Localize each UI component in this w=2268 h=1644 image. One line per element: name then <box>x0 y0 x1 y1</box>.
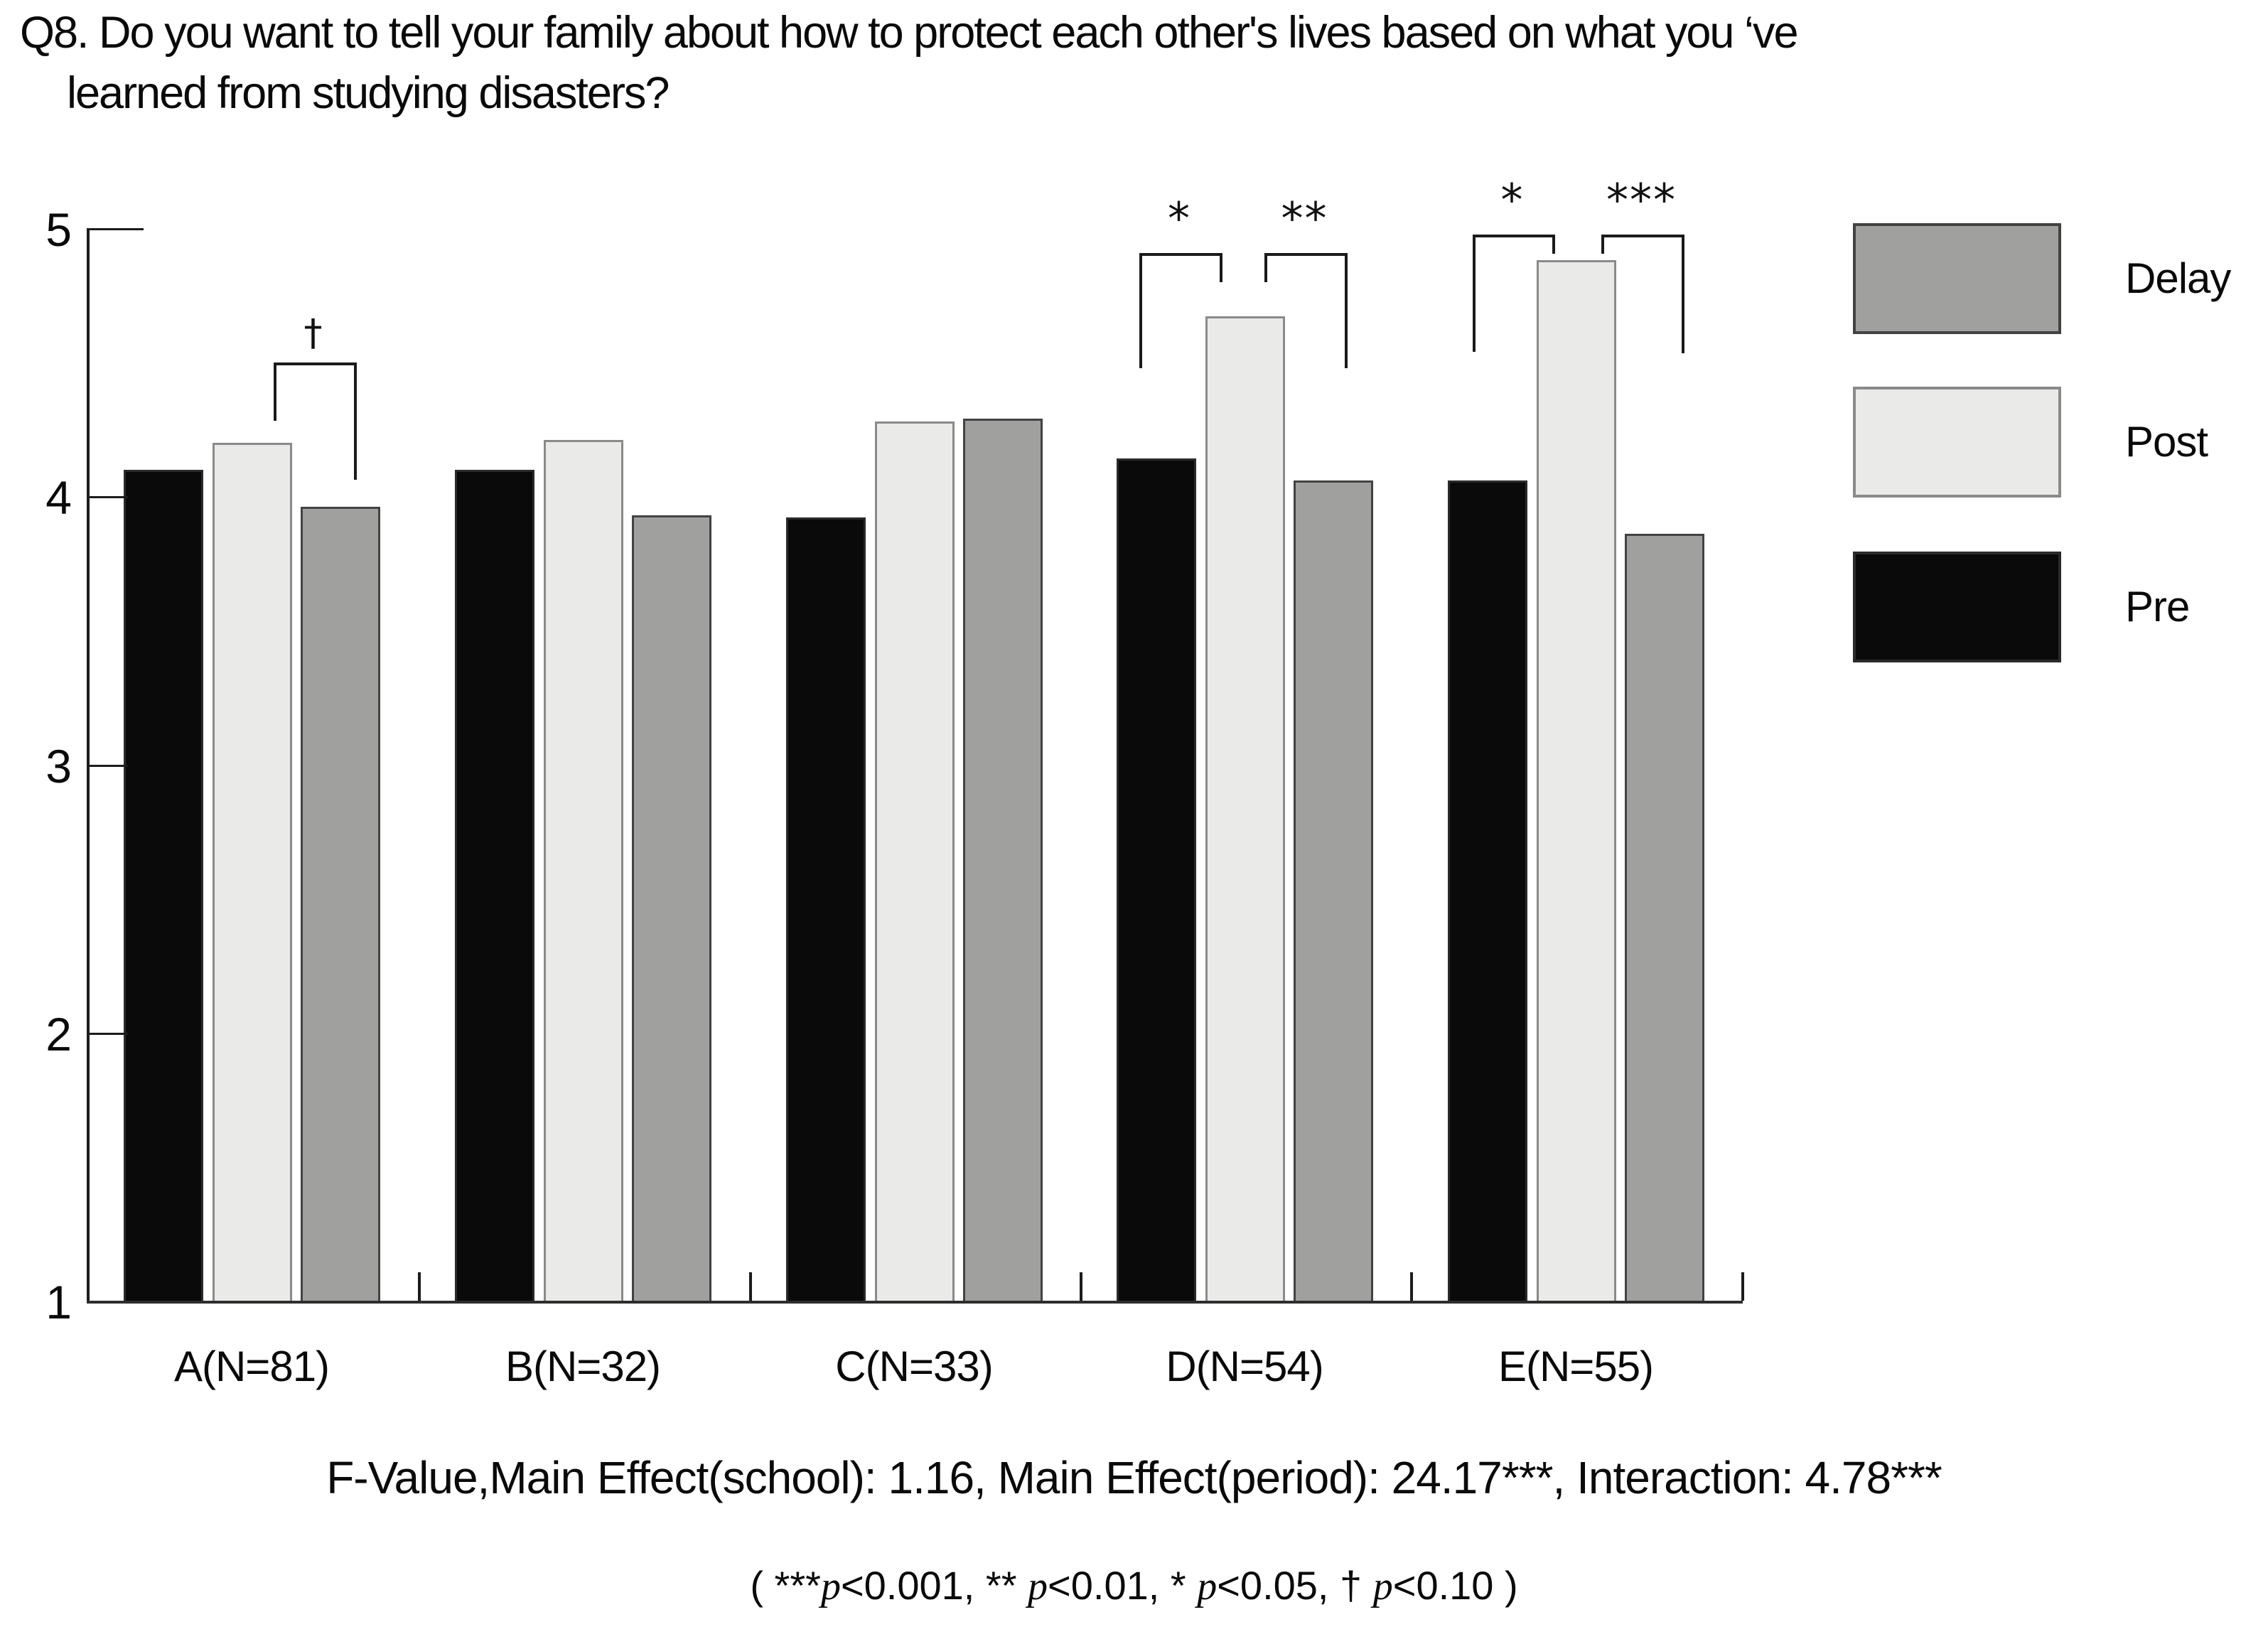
y-tick-5 <box>87 228 144 230</box>
sig-bracket-top-2 <box>1264 253 1348 256</box>
y-tick-label-5: 5 <box>45 203 72 256</box>
bar-B-pre <box>455 469 534 1304</box>
x-boundary-tick-4 <box>1741 1272 1744 1301</box>
x-boundary-tick-0 <box>418 1272 421 1301</box>
x-category-label-A: A(N=81) <box>173 1343 330 1390</box>
sig-bracket-left-4 <box>1601 235 1604 254</box>
sig-bracket-left-3 <box>1473 235 1476 352</box>
chart-title-line2: learned from studying disasters? <box>67 68 670 118</box>
bar-D-pre <box>1117 458 1196 1304</box>
significance-key-text: <0.01, * <box>1048 1563 1198 1608</box>
bar-D-delay <box>1294 480 1373 1304</box>
sig-bracket-right-1 <box>1220 253 1222 282</box>
bar-A-pre <box>124 469 203 1304</box>
x-category-label-E: E(N=55) <box>1498 1343 1654 1390</box>
p-symbol: p <box>1197 1564 1218 1608</box>
sig-bracket-right-4 <box>1682 235 1684 353</box>
x-category-label-C: C(N=33) <box>835 1343 993 1390</box>
x-boundary-tick-3 <box>1410 1272 1413 1301</box>
bar-C-pre <box>786 517 866 1304</box>
significance-key-text: <0.001, ** <box>840 1563 1028 1608</box>
bar-A-delay <box>301 507 380 1304</box>
legend-label-pre: Pre <box>2125 583 2190 630</box>
sig-symbol-1: * <box>1168 193 1191 245</box>
x-axis-line <box>87 1301 1743 1304</box>
significance-key: ( ***p<0.001, ** p<0.01, * p<0.05, † p<0… <box>0 1562 2268 1609</box>
sig-bracket-right-0 <box>354 362 357 480</box>
bar-A-post <box>213 442 292 1304</box>
bar-C-delay <box>963 418 1043 1304</box>
bar-D-post <box>1205 316 1285 1304</box>
y-tick-label-2: 2 <box>45 1007 72 1060</box>
y-tick-label-3: 3 <box>45 739 72 793</box>
bar-C-post <box>875 421 955 1304</box>
sig-symbol-3: * <box>1500 174 1525 226</box>
sig-bracket-right-3 <box>1552 235 1555 254</box>
bar-E-post <box>1537 260 1616 1304</box>
x-boundary-tick-2 <box>1080 1272 1082 1301</box>
bar-E-pre <box>1448 480 1527 1304</box>
p-symbol: p <box>1372 1564 1393 1608</box>
legend-label-delay: Delay <box>2125 254 2231 302</box>
sig-symbol-4: *** <box>1606 174 1677 226</box>
sig-bracket-right-2 <box>1345 253 1348 368</box>
sig-symbol-0: † <box>303 312 324 355</box>
y-tick-2 <box>87 1032 128 1035</box>
y-tick-4 <box>87 496 128 499</box>
sig-symbol-2: ** <box>1281 193 1328 245</box>
f-value-caption: F-Value,Main Effect(school): 1.16, Main … <box>326 1452 1942 1503</box>
bar-B-delay <box>632 515 711 1304</box>
significance-key-text: <0.10 ) <box>1392 1563 1518 1608</box>
x-category-label-D: D(N=54) <box>1166 1343 1323 1390</box>
sig-bracket-left-2 <box>1264 253 1267 282</box>
bar-E-delay <box>1625 534 1704 1304</box>
y-tick-label-1: 1 <box>45 1276 72 1328</box>
y-tick-label-4: 4 <box>45 471 72 525</box>
legend-swatch-delay <box>1853 223 2061 334</box>
p-symbol: p <box>820 1564 841 1608</box>
sig-bracket-top-4 <box>1601 235 1684 237</box>
p-symbol: p <box>1028 1564 1048 1608</box>
sig-bracket-top-0 <box>274 362 357 365</box>
sig-bracket-left-1 <box>1139 253 1142 368</box>
legend-label-post: Post <box>2125 418 2208 466</box>
y-tick-3 <box>87 764 128 767</box>
x-boundary-tick-1 <box>749 1272 752 1301</box>
sig-bracket-top-1 <box>1139 253 1222 256</box>
sig-bracket-top-3 <box>1473 235 1555 237</box>
bar-B-post <box>544 440 623 1304</box>
chart-title-line1: Q8. Do you want to tell your family abou… <box>20 8 1798 58</box>
legend-swatch-post <box>1853 387 2061 498</box>
significance-key-text: ( *** <box>750 1563 821 1608</box>
legend-swatch-pre <box>1853 552 2061 662</box>
x-category-label-B: B(N=32) <box>505 1343 661 1390</box>
sig-bracket-left-0 <box>274 362 276 421</box>
significance-key-text: <0.05, † <box>1217 1563 1373 1608</box>
